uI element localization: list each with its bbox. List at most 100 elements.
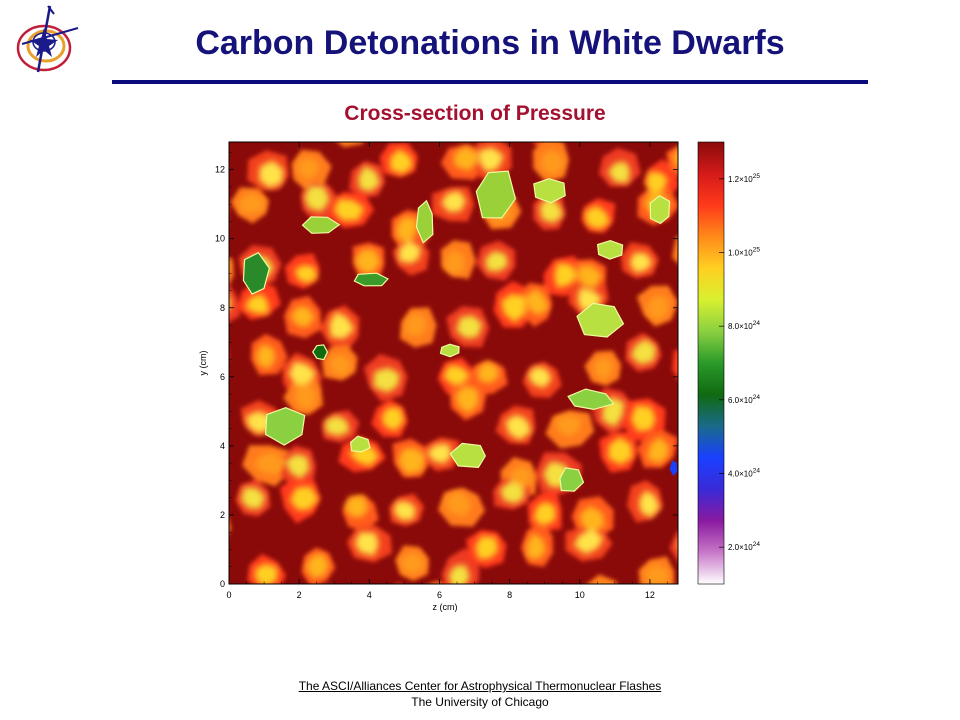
high-pressure-core — [244, 293, 269, 314]
high-pressure-core — [333, 198, 365, 221]
high-pressure-core — [381, 407, 405, 432]
high-pressure-core — [288, 361, 317, 385]
high-pressure-core — [426, 443, 452, 464]
low-pressure-cell — [669, 460, 678, 476]
high-pressure-core — [443, 249, 465, 276]
y-tick-label: 2 — [220, 510, 225, 520]
high-pressure-core — [499, 480, 525, 504]
high-pressure-core — [577, 265, 602, 288]
high-pressure-cell — [526, 605, 560, 639]
low-pressure-cell — [533, 178, 566, 204]
high-pressure-core — [294, 264, 318, 284]
high-pressure-core — [328, 354, 353, 376]
high-pressure-cell — [587, 574, 618, 584]
high-pressure-core — [229, 296, 232, 310]
high-pressure-core — [628, 599, 654, 621]
colorbar-tick-label: 1.0×1025 — [728, 247, 760, 258]
high-pressure-core — [397, 448, 426, 475]
x-tick-label: 8 — [507, 590, 512, 600]
high-pressure-core — [258, 160, 284, 189]
high-pressure-core — [325, 415, 350, 437]
low-pressure-cell — [242, 251, 270, 295]
high-pressure-core — [401, 107, 425, 129]
low-pressure-cell — [349, 435, 371, 453]
high-pressure-core — [644, 563, 670, 584]
high-pressure-core — [285, 453, 310, 480]
high-pressure-core — [184, 599, 209, 625]
high-pressure-cell — [166, 143, 216, 189]
low-pressure-cell — [449, 442, 486, 469]
flash-center-logo-icon — [16, 5, 79, 73]
high-pressure-cell — [669, 531, 678, 562]
low-pressure-cell — [596, 239, 624, 260]
high-pressure-core — [313, 594, 337, 619]
high-pressure-cell — [299, 585, 342, 627]
high-pressure-core — [553, 262, 578, 289]
high-pressure-core — [477, 361, 499, 384]
high-pressure-core — [255, 563, 278, 584]
high-pressure-core — [195, 203, 219, 230]
high-pressure-cell — [395, 583, 402, 584]
high-pressure-core — [440, 190, 467, 213]
high-pressure-core — [405, 312, 427, 337]
high-pressure-core — [256, 343, 276, 370]
colorbar-tick-label: 2.0×1024 — [728, 541, 760, 552]
high-pressure-core — [453, 145, 478, 171]
high-pressure-core — [178, 410, 198, 432]
high-pressure-core — [599, 582, 609, 584]
x-tick-label: 0 — [226, 590, 231, 600]
y-axis: 0 2 4 6 8 10 12 — [215, 152, 678, 589]
y-axis-label: y (cm) — [198, 351, 208, 376]
x-tick-label: 10 — [575, 590, 585, 600]
low-pressure-cell — [301, 216, 341, 234]
high-pressure-cell — [624, 594, 664, 634]
high-pressure-core — [629, 252, 653, 273]
high-pressure-cell — [337, 142, 364, 148]
high-pressure-core — [296, 157, 320, 181]
high-pressure-core — [646, 436, 669, 464]
high-pressure-core — [677, 542, 678, 545]
colorbar: 2.0×1024 4.0×1024 6.0×1024 8.0×1024 1.0×1025… — [697, 141, 760, 585]
low-pressure-cell — [353, 272, 389, 287]
high-pressure-core — [455, 385, 479, 414]
flash-center-link[interactable]: The ASCI/Alliances Center for Astrophysi… — [298, 679, 662, 693]
colorbar-tick-label: 4.0×1024 — [728, 468, 760, 479]
high-pressure-core — [708, 117, 730, 144]
x-axis: 0 2 4 6 8 10 12 — [226, 142, 668, 600]
plot-title: Cross-section of Pressure — [344, 102, 606, 125]
high-pressure-core — [354, 531, 379, 556]
high-pressure-core — [447, 106, 471, 134]
high-pressure-cell — [167, 404, 207, 437]
high-pressure-core — [650, 101, 670, 128]
high-pressure-core — [350, 602, 372, 631]
high-pressure-core — [448, 564, 471, 584]
high-pressure-core — [344, 496, 369, 518]
high-pressure-core — [539, 196, 564, 224]
high-pressure-cell — [229, 257, 234, 286]
institution-label: The University of Chicago — [411, 695, 549, 709]
high-pressure-core — [300, 104, 325, 128]
pressure-heatmap — [166, 96, 730, 639]
high-pressure-core — [584, 205, 611, 230]
low-pressure-cell — [567, 388, 615, 411]
high-pressure-core — [399, 552, 426, 575]
y-tick-label: 12 — [215, 165, 225, 175]
colorbar-tick-label: 8.0×1024 — [728, 320, 760, 331]
y-tick-label: 4 — [220, 441, 225, 451]
high-pressure-core — [526, 532, 546, 560]
low-pressure-cell — [649, 195, 671, 225]
high-pressure-core — [373, 367, 400, 393]
high-pressure-core — [354, 249, 381, 274]
high-pressure-core — [533, 501, 556, 526]
high-pressure-core — [329, 311, 355, 340]
high-pressure-core — [630, 405, 656, 432]
x-axis-label: z (cm) — [433, 602, 458, 612]
high-pressure-core — [229, 262, 232, 270]
colorbar-tick-label: 6.0×1024 — [728, 394, 760, 405]
high-pressure-core — [305, 553, 330, 579]
high-pressure-core — [233, 96, 260, 124]
high-pressure-core — [389, 148, 414, 175]
y-tick-label: 8 — [220, 303, 225, 313]
high-pressure-cell — [340, 593, 382, 637]
high-pressure-core — [358, 165, 381, 192]
